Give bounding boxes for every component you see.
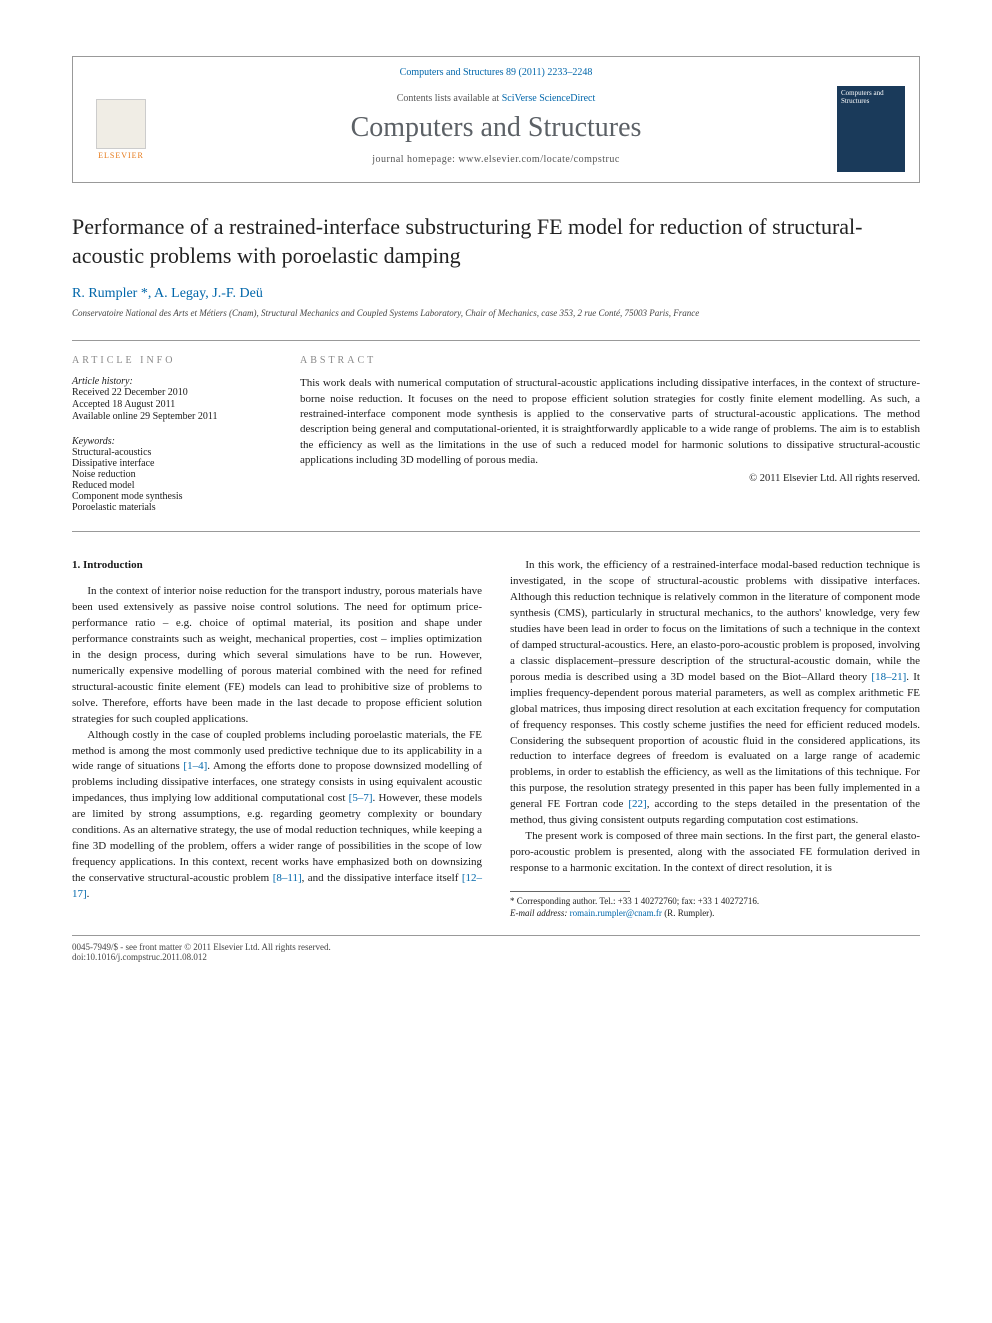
header-center: Contents lists available at SciVerse Sci… <box>171 93 821 165</box>
body-text: , and the dissipative interface itself <box>302 872 462 884</box>
keywords-label: Keywords: <box>72 436 272 447</box>
history-received: Received 22 December 2010 <box>72 387 272 398</box>
article-title: Performance of a restrained-interface su… <box>72 213 920 270</box>
journal-cover-thumb[interactable]: Computers and Structures <box>837 86 905 172</box>
email-who: (R. Rumpler). <box>664 908 714 918</box>
author-list: R. Rumpler *, A. Legay, J.-F. Deü <box>72 286 920 302</box>
email-link[interactable]: romain.rumpler@cnam.fr <box>570 908 662 918</box>
email-line: E-mail address: romain.rumpler@cnam.fr (… <box>510 908 920 920</box>
history-label: Article history: <box>72 376 272 387</box>
keyword: Component mode synthesis <box>72 491 272 502</box>
ref-link[interactable]: [18–21] <box>871 671 906 683</box>
footnote-block: * Corresponding author. Tel.: +33 1 4027… <box>510 891 920 919</box>
section-heading: 1. Introduction <box>72 558 482 574</box>
abstract-copyright: © 2011 Elsevier Ltd. All rights reserved… <box>300 473 920 484</box>
contents-lists-line: Contents lists available at SciVerse Sci… <box>171 93 821 104</box>
ref-link[interactable]: [8–11] <box>273 872 302 884</box>
body-paragraph: The present work is composed of three ma… <box>510 829 920 877</box>
body-paragraph: In this work, the efficiency of a restra… <box>510 558 920 829</box>
history-accepted: Accepted 18 August 2011 <box>72 399 272 410</box>
elsevier-wordmark: ELSEVIER <box>98 151 144 160</box>
meta-block: ARTICLE INFO Article history: Received 2… <box>72 340 920 532</box>
keyword: Poroelastic materials <box>72 502 272 513</box>
journal-reference: Computers and Structures 89 (2011) 2233–… <box>87 67 905 78</box>
header-bar: Computers and Structures 89 (2011) 2233–… <box>72 56 920 183</box>
ref-link[interactable]: [5–7] <box>349 792 373 804</box>
homepage-url[interactable]: www.elsevier.com/locate/compstruc <box>458 154 619 165</box>
body-text: . <box>87 888 90 900</box>
issn-line: 0045-7949/$ - see front matter © 2011 El… <box>72 942 920 952</box>
journal-ref-link[interactable]: Computers and Structures 89 (2011) 2233–… <box>400 67 593 78</box>
abstract-head: ABSTRACT <box>300 355 920 366</box>
page-container: Computers and Structures 89 (2011) 2233–… <box>0 0 992 1002</box>
body-paragraph: In the context of interior noise reducti… <box>72 584 482 727</box>
body-columns: 1. Introduction In the context of interi… <box>72 558 920 919</box>
body-text: . However, these models are limited by s… <box>72 792 482 884</box>
abstract-text: This work deals with numerical computati… <box>300 376 920 468</box>
journal-homepage-line: journal homepage: www.elsevier.com/locat… <box>171 154 821 165</box>
body-text: In this work, the efficiency of a restra… <box>510 559 920 683</box>
keyword: Noise reduction <box>72 469 272 480</box>
doi-line: doi:10.1016/j.compstruc.2011.08.012 <box>72 952 920 962</box>
author-link[interactable]: R. Rumpler *, A. Legay, J.-F. Deü <box>72 286 263 301</box>
body-paragraph: Although costly in the case of coupled p… <box>72 728 482 903</box>
ref-link[interactable]: [1–4] <box>183 760 207 772</box>
keyword: Structural-acoustics <box>72 447 272 458</box>
ref-link[interactable]: [22] <box>628 798 646 810</box>
email-label: E-mail address: <box>510 908 567 918</box>
header-inner: ELSEVIER Contents lists available at Sci… <box>87 86 905 172</box>
journal-name: Computers and Structures <box>171 112 821 144</box>
footnote-rule <box>510 891 630 892</box>
elsevier-tree-icon <box>96 99 146 149</box>
affiliation: Conservatoire National des Arts et Métie… <box>72 308 920 318</box>
elsevier-logo[interactable]: ELSEVIER <box>87 91 155 167</box>
article-info-head: ARTICLE INFO <box>72 355 272 366</box>
article-info: ARTICLE INFO Article history: Received 2… <box>72 355 272 513</box>
history-online: Available online 29 September 2011 <box>72 411 272 422</box>
corresponding-author-note: * Corresponding author. Tel.: +33 1 4027… <box>510 896 920 908</box>
contents-prefix: Contents lists available at <box>397 93 502 104</box>
keyword: Reduced model <box>72 480 272 491</box>
cover-title: Computers and Structures <box>841 90 901 105</box>
body-text: . It implies frequency-dependent porous … <box>510 671 920 811</box>
page-footer: 0045-7949/$ - see front matter © 2011 El… <box>72 935 920 962</box>
keyword: Dissipative interface <box>72 458 272 469</box>
sciencedirect-link[interactable]: SciVerse ScienceDirect <box>502 93 596 104</box>
abstract: ABSTRACT This work deals with numerical … <box>300 355 920 513</box>
homepage-prefix: journal homepage: <box>372 154 458 165</box>
